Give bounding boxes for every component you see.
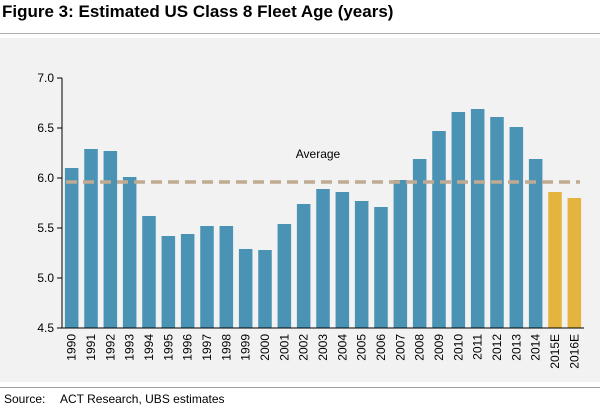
bar-1992 (103, 151, 118, 328)
x-tick-label: 2010 (451, 334, 465, 361)
bar-2016e (567, 198, 582, 328)
x-tick-label: 2004 (335, 334, 349, 361)
bar-1994 (142, 216, 156, 328)
bar-1997 (200, 226, 214, 328)
x-tick-label: 2002 (297, 334, 311, 361)
x-tick-label: 1991 (84, 334, 98, 361)
bar-1991 (84, 149, 98, 328)
y-tick-label: 6.5 (37, 121, 54, 135)
x-tick-label: 2000 (258, 334, 272, 361)
bar-2002 (296, 204, 311, 328)
y-tick-label: 4.5 (37, 321, 54, 335)
x-tick-label: 1999 (239, 334, 253, 361)
bar-1998 (219, 226, 234, 328)
chart-panel: 4.5 5.0 5.5 6.0 6.5 7.0 1990 1991 1992 1993 1994 19… (0, 38, 600, 382)
bar-2009 (432, 131, 446, 328)
bar-2015e (548, 192, 562, 328)
bar-2012 (490, 117, 504, 328)
x-tick-label: 2015E (548, 334, 562, 369)
x-tick-label: 1998 (219, 334, 233, 361)
x-tick-label: 2016E (567, 334, 581, 369)
x-tick-label: 1993 (123, 334, 137, 361)
bar-2011 (470, 109, 485, 328)
x-tick-label: 1990 (65, 334, 79, 361)
x-tick-label: 2006 (374, 334, 388, 361)
y-tick-label: 5.5 (37, 221, 54, 235)
bar-2005 (354, 201, 369, 328)
y-tick-label: 6.0 (37, 171, 54, 185)
x-tick-label: 1992 (103, 334, 117, 361)
source-note: Source: ACT Research, UBS estimates (4, 392, 225, 406)
bar-2010 (451, 112, 466, 328)
average-label: Average (296, 147, 341, 161)
x-tick-label: 2012 (490, 334, 504, 361)
bar-1999 (238, 249, 253, 328)
y-tick-label: 5.0 (37, 271, 54, 285)
x-tick-label: 2003 (316, 334, 330, 361)
bar-2014 (528, 159, 543, 328)
x-tick-label: 2013 (509, 334, 523, 361)
bar-2013 (509, 127, 524, 328)
x-tick-label: 2014 (529, 334, 543, 361)
x-tick-label: 2008 (413, 334, 427, 361)
bar-2007 (393, 180, 408, 328)
bar-2004 (335, 192, 350, 328)
x-tick-label: 2007 (393, 334, 407, 361)
bar-2001 (277, 224, 292, 328)
title-divider (0, 33, 600, 34)
x-tick-label: 2009 (432, 334, 446, 361)
bar-2000 (258, 250, 272, 328)
y-tick-label: 7.0 (37, 71, 54, 85)
bar-chart: 4.5 5.0 5.5 6.0 6.5 7.0 1990 1991 1992 1993 1994 19… (37, 71, 584, 369)
bar-2006 (374, 207, 388, 328)
x-tick-label: 1994 (142, 334, 156, 361)
bar-1990 (64, 168, 79, 328)
bar-2008 (412, 159, 427, 328)
x-tick-label: 1997 (200, 334, 214, 361)
bar-1996 (180, 234, 195, 328)
source-text: ACT Research, UBS estimates (60, 392, 225, 406)
x-tick-label: 2005 (355, 334, 369, 361)
x-tick-label: 1996 (181, 334, 195, 361)
bar-2003 (316, 189, 330, 328)
bar-1993 (122, 177, 137, 328)
x-tick-label: 1995 (161, 334, 175, 361)
x-tick-label: 2001 (277, 334, 291, 361)
source-label: Source: (4, 392, 46, 406)
source-divider (0, 387, 600, 388)
x-tick-label: 2011 (471, 334, 485, 360)
bar-1995 (161, 236, 176, 328)
figure-title: Figure 3: Estimated US Class 8 Fleet Age… (2, 2, 394, 21)
